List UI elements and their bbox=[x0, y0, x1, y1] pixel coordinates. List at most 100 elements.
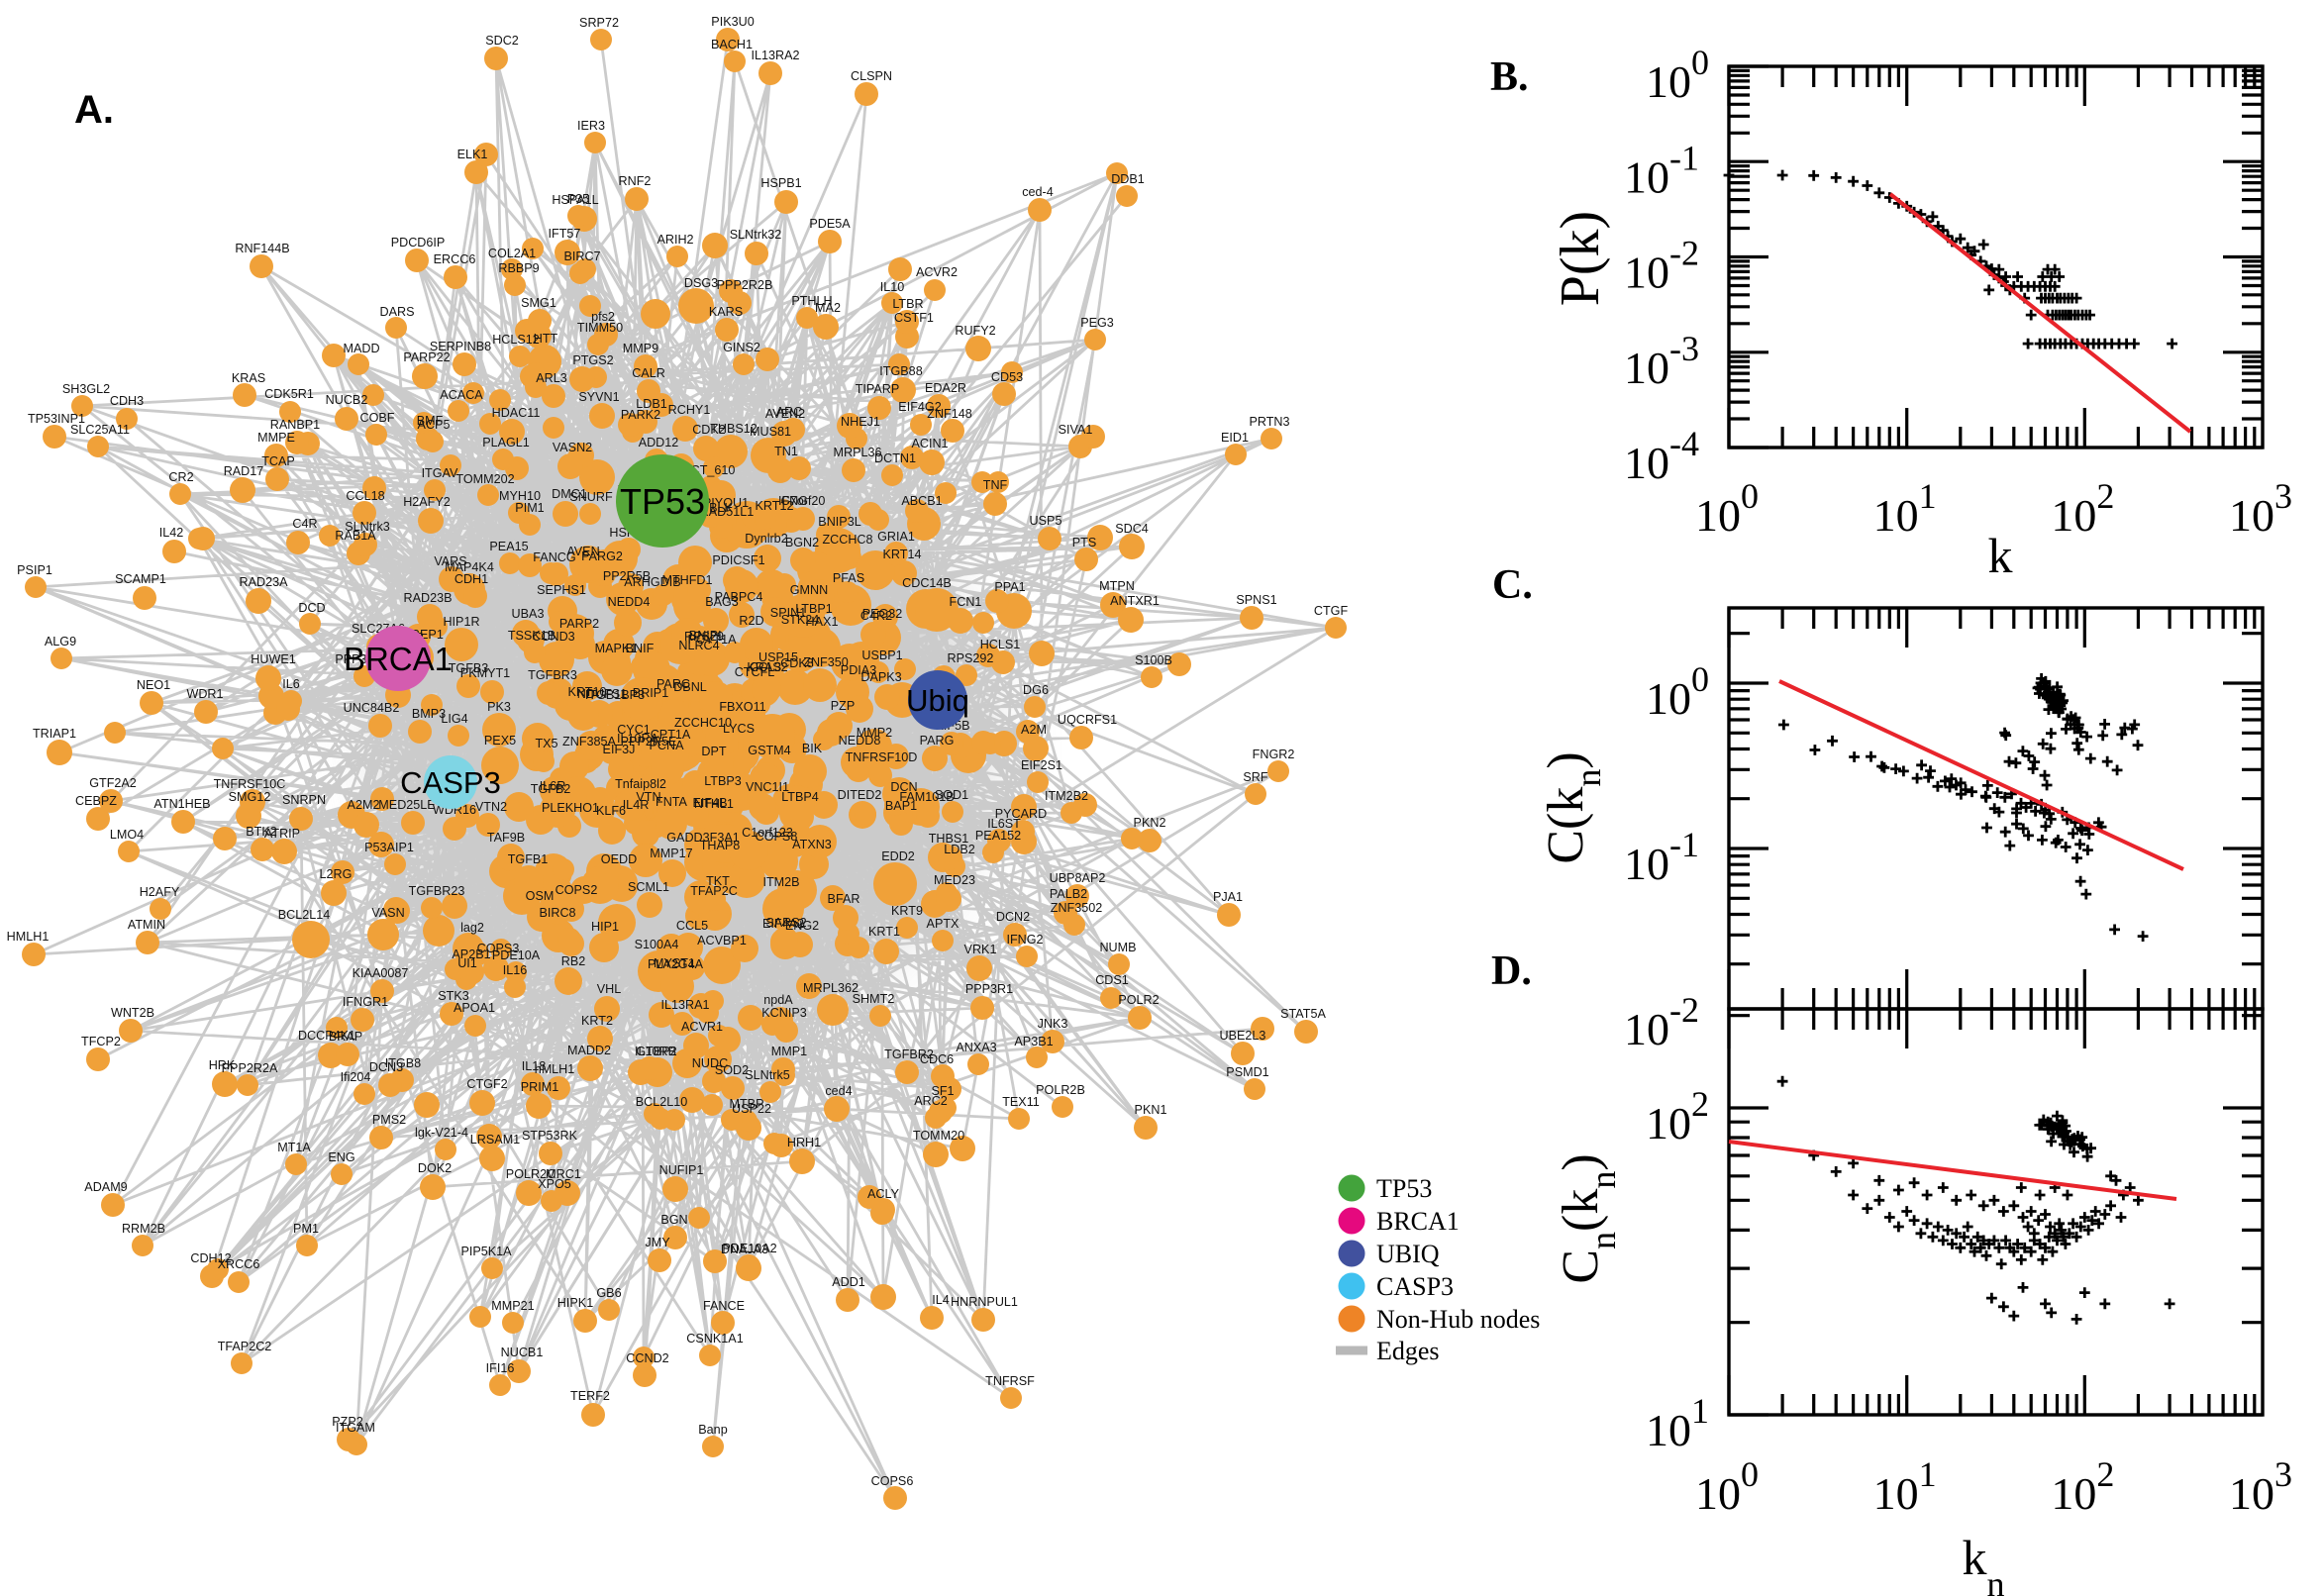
svg-text:A2M: A2M bbox=[1021, 723, 1047, 737]
svg-text:PEA152: PEA152 bbox=[975, 829, 1021, 843]
svg-text:PTS: PTS bbox=[1072, 536, 1097, 549]
svg-text:PKN1: PKN1 bbox=[1135, 1103, 1167, 1117]
svg-text:EID1: EID1 bbox=[1221, 431, 1249, 445]
svg-text:AVEN: AVEN bbox=[566, 545, 599, 558]
svg-text:LTBP4: LTBP4 bbox=[781, 790, 819, 804]
svg-text:DCCP4K1: DCCP4K1 bbox=[298, 1029, 355, 1043]
svg-text:GTF2A2: GTF2A2 bbox=[89, 776, 137, 790]
svg-text:MTHFD1: MTHFD1 bbox=[661, 573, 712, 587]
svg-text:PARP2: PARP2 bbox=[559, 617, 599, 631]
svg-text:PEG32: PEG32 bbox=[862, 607, 903, 621]
svg-text:k: k bbox=[1988, 528, 2013, 583]
svg-text:EIF4A2: EIF4A2 bbox=[762, 917, 804, 931]
svg-text:ACLY: ACLY bbox=[867, 1187, 900, 1201]
svg-text:STK3: STK3 bbox=[438, 989, 469, 1003]
svg-text:MED23: MED23 bbox=[934, 873, 975, 887]
svg-text:BIRC8: BIRC8 bbox=[539, 906, 575, 920]
svg-text:BAP1: BAP1 bbox=[885, 799, 917, 813]
svg-text:ZCCHC10: ZCCHC10 bbox=[674, 716, 732, 730]
svg-text:NUMB: NUMB bbox=[1099, 941, 1136, 954]
svg-text:SOD1: SOD1 bbox=[935, 788, 968, 802]
svg-text:FAM101B: FAM101B bbox=[899, 790, 954, 804]
svg-text:COPS6: COPS6 bbox=[871, 1474, 914, 1488]
svg-text:RAD23B: RAD23B bbox=[404, 591, 453, 605]
svg-text:RB2: RB2 bbox=[561, 954, 586, 968]
svg-text:ITM2B2: ITM2B2 bbox=[1045, 789, 1088, 803]
svg-text:lag2: lag2 bbox=[460, 921, 484, 935]
svg-text:NTHL1: NTHL1 bbox=[694, 797, 734, 811]
svg-text:DCN2: DCN2 bbox=[996, 910, 1030, 924]
svg-text:LTBR: LTBR bbox=[892, 297, 923, 311]
svg-text:HMLH1: HMLH1 bbox=[7, 930, 50, 944]
svg-text:TP53: TP53 bbox=[1376, 1174, 1432, 1203]
svg-text:STAT5A: STAT5A bbox=[1280, 1007, 1326, 1021]
svg-text:IFI16: IFI16 bbox=[486, 1361, 515, 1375]
svg-text:PZP2: PZP2 bbox=[332, 1415, 363, 1429]
svg-text:CYC1: CYC1 bbox=[617, 723, 651, 737]
svg-text:ITGAM: ITGAM bbox=[336, 1421, 375, 1435]
svg-text:MTPN: MTPN bbox=[1099, 579, 1135, 593]
svg-text:HUWE1: HUWE1 bbox=[251, 652, 295, 666]
svg-text:UBP8AP2: UBP8AP2 bbox=[1050, 871, 1106, 885]
svg-text:ENG2: ENG2 bbox=[785, 919, 819, 933]
svg-text:HIPK1: HIPK1 bbox=[557, 1296, 593, 1310]
svg-text:ANTXR1: ANTXR1 bbox=[1110, 594, 1160, 608]
svg-text:CALR: CALR bbox=[632, 366, 665, 380]
svg-text:VTN2: VTN2 bbox=[475, 800, 507, 814]
svg-text:ZNF385A: ZNF385A bbox=[562, 735, 616, 748]
svg-text:CDC6: CDC6 bbox=[920, 1052, 954, 1066]
svg-text:NHEJ1: NHEJ1 bbox=[841, 415, 880, 429]
svg-text:MRC1: MRC1 bbox=[546, 1167, 581, 1181]
svg-text:PKN2: PKN2 bbox=[1134, 816, 1166, 830]
svg-text:ITGB1BP3: ITGB1BP3 bbox=[585, 688, 645, 702]
svg-text:LTBP1: LTBP1 bbox=[795, 602, 833, 616]
svg-text:VHL: VHL bbox=[597, 982, 622, 996]
svg-text:IL6R: IL6R bbox=[540, 779, 566, 793]
svg-text:IL13RA2: IL13RA2 bbox=[751, 49, 799, 62]
svg-text:SCML1: SCML1 bbox=[628, 880, 669, 894]
svg-text:PTHLH: PTHLH bbox=[791, 294, 832, 308]
svg-text:PIYOU1: PIYOU1 bbox=[703, 496, 749, 510]
svg-text:RUFY2: RUFY2 bbox=[955, 324, 995, 338]
svg-text:PIK3U0: PIK3U0 bbox=[711, 15, 754, 29]
svg-text:MMP2: MMP2 bbox=[857, 726, 892, 740]
svg-text:CASP3: CASP3 bbox=[400, 765, 501, 800]
svg-text:PDIA3: PDIA3 bbox=[841, 663, 876, 677]
svg-text:lgk-V21-4: lgk-V21-4 bbox=[415, 1126, 468, 1140]
svg-text:NEO1: NEO1 bbox=[137, 678, 170, 692]
svg-text:CDS1: CDS1 bbox=[1095, 973, 1129, 987]
svg-text:MTBP: MTBP bbox=[730, 1097, 764, 1111]
svg-text:PDICSF1: PDICSF1 bbox=[712, 553, 764, 567]
svg-text:DPT: DPT bbox=[701, 745, 726, 758]
svg-text:CR2: CR2 bbox=[168, 470, 193, 484]
svg-text:MMP9: MMP9 bbox=[623, 342, 658, 355]
svg-text:USP5: USP5 bbox=[1030, 514, 1062, 528]
svg-text:C4R: C4R bbox=[292, 517, 317, 531]
svg-text:PARP22: PARP22 bbox=[403, 350, 450, 364]
svg-text:PPP2R5E: PPP2R5E bbox=[621, 735, 677, 748]
svg-text:PRIM1: PRIM1 bbox=[521, 1080, 559, 1094]
svg-text:HCLS1: HCLS1 bbox=[980, 638, 1021, 651]
svg-text:KRT12: KRT12 bbox=[756, 499, 794, 513]
svg-text:CCND2: CCND2 bbox=[626, 1351, 668, 1365]
svg-text:COPS8: COPS8 bbox=[756, 830, 798, 844]
svg-text:GTBP2: GTBP2 bbox=[636, 1045, 676, 1058]
svg-text:ATMIN: ATMIN bbox=[128, 918, 165, 932]
svg-text:TRIAP1: TRIAP1 bbox=[33, 727, 76, 741]
svg-text:TGFBR3: TGFBR3 bbox=[528, 668, 577, 682]
svg-text:DOK2: DOK2 bbox=[418, 1161, 452, 1175]
svg-text:PABPC4: PABPC4 bbox=[715, 590, 763, 604]
svg-text:ATN1HEB: ATN1HEB bbox=[153, 797, 210, 811]
svg-text:DCN3: DCN3 bbox=[369, 1060, 403, 1074]
svg-text:EIF3J: EIF3J bbox=[603, 743, 636, 756]
svg-text:Non-Hub nodes: Non-Hub nodes bbox=[1376, 1305, 1540, 1334]
svg-text:IL6: IL6 bbox=[282, 677, 300, 691]
svg-text:IFT57: IFT57 bbox=[549, 227, 581, 241]
svg-text:UBA3: UBA3 bbox=[512, 607, 545, 621]
svg-text:NDUFS1: NDUFS1 bbox=[577, 687, 627, 701]
svg-text:IL18: IL18 bbox=[522, 1059, 547, 1073]
svg-text:TKT: TKT bbox=[706, 874, 730, 888]
svg-text:IFNG2: IFNG2 bbox=[1006, 933, 1043, 947]
svg-text:SNURF: SNURF bbox=[569, 490, 613, 504]
svg-text:ABCB1: ABCB1 bbox=[901, 494, 942, 508]
